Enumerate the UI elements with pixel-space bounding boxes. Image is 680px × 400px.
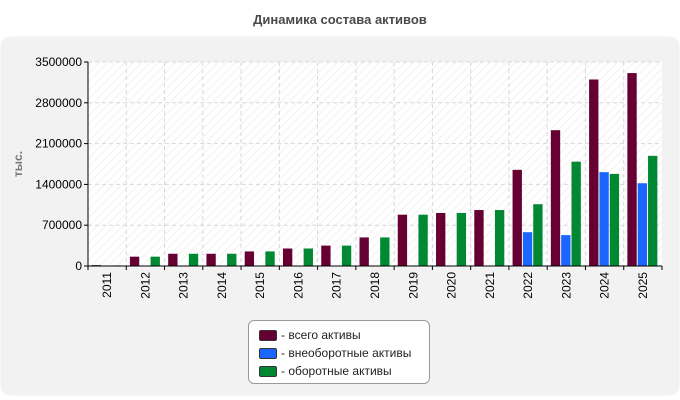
x-tick-label: 2020 — [445, 272, 459, 299]
bar — [418, 214, 428, 266]
y-tick-label: 3500000 — [35, 55, 82, 69]
bar — [550, 130, 561, 266]
chart-title: Динамика состава активов — [253, 12, 427, 27]
plot-area — [88, 62, 662, 266]
y-tick-labels: 0 700000 1400000 2100000 2800000 3500000 — [35, 55, 82, 273]
bar — [571, 161, 581, 266]
legend: - всего активы - внеоборотные активы - о… — [248, 320, 430, 384]
bar — [561, 235, 571, 266]
bar — [188, 253, 199, 266]
y-tick-label: 2800000 — [35, 96, 82, 110]
bar — [609, 173, 620, 266]
legend-swatch-noncurrent — [259, 347, 277, 359]
legend-item-total: - всего активы — [259, 326, 361, 344]
bar — [265, 251, 275, 266]
bar — [512, 169, 522, 266]
bar — [244, 251, 255, 266]
x-tick-label: 2014 — [215, 272, 229, 299]
bar — [522, 232, 533, 266]
bar — [129, 256, 140, 266]
bar — [637, 183, 648, 266]
bar — [627, 73, 637, 267]
x-tick-label: 2022 — [521, 272, 535, 299]
bar — [321, 245, 331, 266]
bar — [303, 248, 313, 266]
x-tick-label: 2011 — [100, 272, 114, 298]
bar — [599, 172, 609, 266]
x-tick-label: 2012 — [138, 272, 152, 299]
bar — [150, 256, 160, 266]
axes — [84, 61, 663, 270]
x-tick-label: 2015 — [253, 272, 267, 299]
y-tick-label: 700000 — [42, 218, 82, 232]
bar — [397, 214, 408, 266]
legend-label-current: - оборотные активы — [281, 364, 392, 378]
bar — [533, 204, 543, 266]
x-tick-label: 2023 — [559, 272, 573, 299]
bar — [494, 210, 505, 266]
y-tick-label: 2100000 — [35, 137, 82, 151]
legend-swatch-total — [259, 329, 277, 341]
bar — [359, 237, 369, 266]
bar — [282, 248, 293, 266]
bar — [474, 210, 484, 266]
legend-item-current: - оборотные активы — [259, 362, 392, 380]
legend-label-total: - всего активы — [281, 328, 361, 342]
x-tick-label: 2017 — [330, 272, 344, 299]
legend-label-noncurrent: - внеоборотные активы — [281, 346, 412, 360]
bar — [456, 212, 467, 266]
grid-lines — [88, 61, 662, 266]
y-axis-label: тыс. — [11, 151, 25, 177]
bar — [589, 79, 599, 266]
x-tick-label: 2025 — [636, 272, 650, 299]
legend-item-noncurrent: - внеоборотные активы — [259, 344, 411, 362]
y-tick-label: 0 — [75, 259, 82, 273]
bar — [436, 212, 446, 266]
legend-swatch-current — [259, 365, 277, 377]
x-tick-label: 2021 — [483, 272, 497, 299]
bar — [227, 253, 237, 266]
bar — [648, 155, 658, 266]
x-tick-label: 2013 — [177, 272, 191, 299]
x-tick-label: 2019 — [406, 272, 420, 299]
bar — [341, 245, 352, 266]
x-tick-label: 2018 — [368, 272, 382, 299]
bar — [206, 253, 216, 266]
x-tick-label: 2024 — [598, 272, 612, 299]
x-tick-label: 2016 — [291, 272, 305, 299]
bar — [380, 237, 390, 266]
x-tick-labels: 2011 2012 2013 2014 2015 2016 2017 2018 2019 2020… — [100, 272, 650, 299]
y-tick-label: 1400000 — [35, 177, 82, 191]
bar — [168, 253, 178, 266]
